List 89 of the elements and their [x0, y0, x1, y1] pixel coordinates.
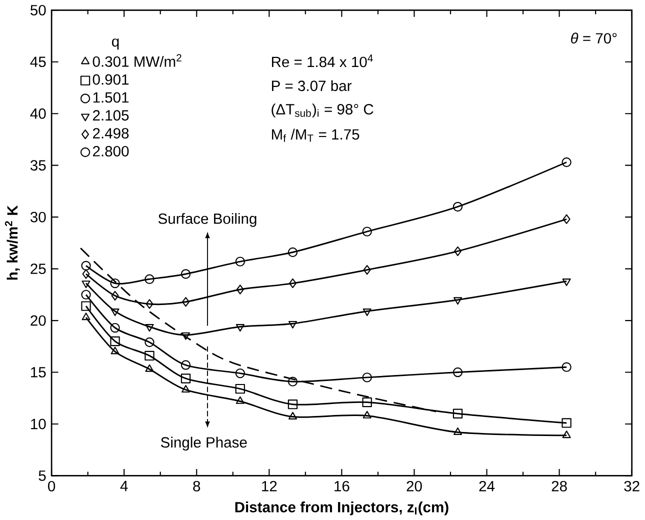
point: [110, 278, 120, 288]
x-tick-label: 28: [552, 480, 567, 492]
point: [562, 157, 572, 167]
point: [288, 320, 298, 328]
point: [235, 256, 245, 266]
y-tick-label: 35: [30, 160, 46, 170]
y-tick-label: 45: [30, 56, 46, 67]
legend-title: q: [112, 38, 119, 50]
x-tick-label: 24: [479, 480, 495, 492]
point: [182, 296, 190, 307]
y-tick-label: 10: [31, 418, 46, 430]
point: [288, 376, 298, 386]
point: [362, 226, 372, 236]
annotation: Surface Boiling: [158, 212, 256, 227]
point: [180, 269, 191, 279]
point: [145, 364, 154, 372]
point: [562, 430, 571, 438]
point: [181, 384, 190, 392]
point: [562, 362, 572, 372]
x-tick-label: 16: [334, 480, 350, 492]
point: [144, 274, 154, 284]
point: [288, 247, 298, 257]
x-tick-label: 12: [262, 480, 277, 492]
x-tick-label: 0: [48, 480, 56, 492]
point: [562, 278, 571, 286]
y-tick-label: 50: [30, 4, 46, 16]
annotation: Re = 1.84 x 10$^{4}$: [272, 54, 373, 68]
legend-label: 2.800: [93, 146, 129, 156]
point: [144, 337, 154, 347]
x-tick-label: 32: [624, 480, 640, 492]
point: [110, 308, 120, 316]
point: [81, 260, 91, 270]
annotation: Single Phase: [160, 436, 247, 450]
point: [181, 332, 190, 340]
point: [236, 324, 244, 332]
legend-label: 2.498: [93, 128, 129, 138]
point: [146, 299, 154, 309]
point: [288, 399, 298, 410]
point: [452, 202, 463, 212]
point: [82, 280, 90, 288]
point: [562, 214, 570, 224]
legend-label: 2.105: [93, 110, 129, 120]
point: [236, 284, 244, 294]
annotation: θ = 70°: [571, 32, 617, 44]
x-tick-label: 4: [120, 480, 128, 491]
point: [362, 410, 372, 418]
point: [111, 290, 119, 300]
point: [362, 308, 372, 316]
legend-label: 1.501: [93, 92, 129, 103]
y-tick-label: 25: [30, 263, 46, 274]
point: [110, 322, 120, 333]
point: [454, 246, 462, 256]
y-tick-label: 30: [30, 212, 46, 222]
annotation: (ΔT$_{sub}$)$_{i}$ = 98° C: [272, 104, 374, 118]
annotation: P = 3.07 bar: [272, 80, 352, 92]
point: [145, 324, 154, 332]
point: [452, 408, 463, 418]
point: [144, 350, 154, 360]
y-tick-label: 40: [30, 108, 46, 119]
point: [235, 368, 245, 378]
x-tick-label: 8: [193, 480, 200, 492]
point: [453, 427, 462, 435]
point: [82, 269, 90, 279]
point: [110, 336, 120, 346]
point: [362, 372, 372, 382]
y-tick-label: 15: [31, 367, 46, 378]
y-tick-label: 5: [38, 470, 46, 481]
legend-label: 0.901: [92, 74, 129, 85]
point: [236, 396, 244, 404]
x-tick-label: 20: [406, 480, 422, 492]
point: [362, 397, 372, 407]
point: [82, 312, 90, 320]
annotation: M$_{f}$ /M$_{T}$ = 1.75: [272, 128, 360, 142]
x-axis-title: Distance from Injectors, z$_{I}$(cm): [235, 501, 448, 516]
point: [288, 278, 297, 288]
point: [453, 297, 462, 305]
y-axis-title: h, kw/m$^{2}$ K: [4, 205, 20, 280]
point: [562, 418, 572, 428]
point: [81, 290, 91, 300]
y-tick-label: 20: [30, 315, 46, 326]
point: [288, 412, 298, 420]
point: [180, 374, 191, 384]
point: [110, 346, 120, 354]
point: [235, 384, 245, 394]
point: [363, 264, 371, 275]
point: [81, 301, 91, 311]
point: [452, 367, 463, 377]
point: [180, 360, 191, 370]
legend-label: 0.301 MW/m$^{2}$: [92, 54, 182, 67]
